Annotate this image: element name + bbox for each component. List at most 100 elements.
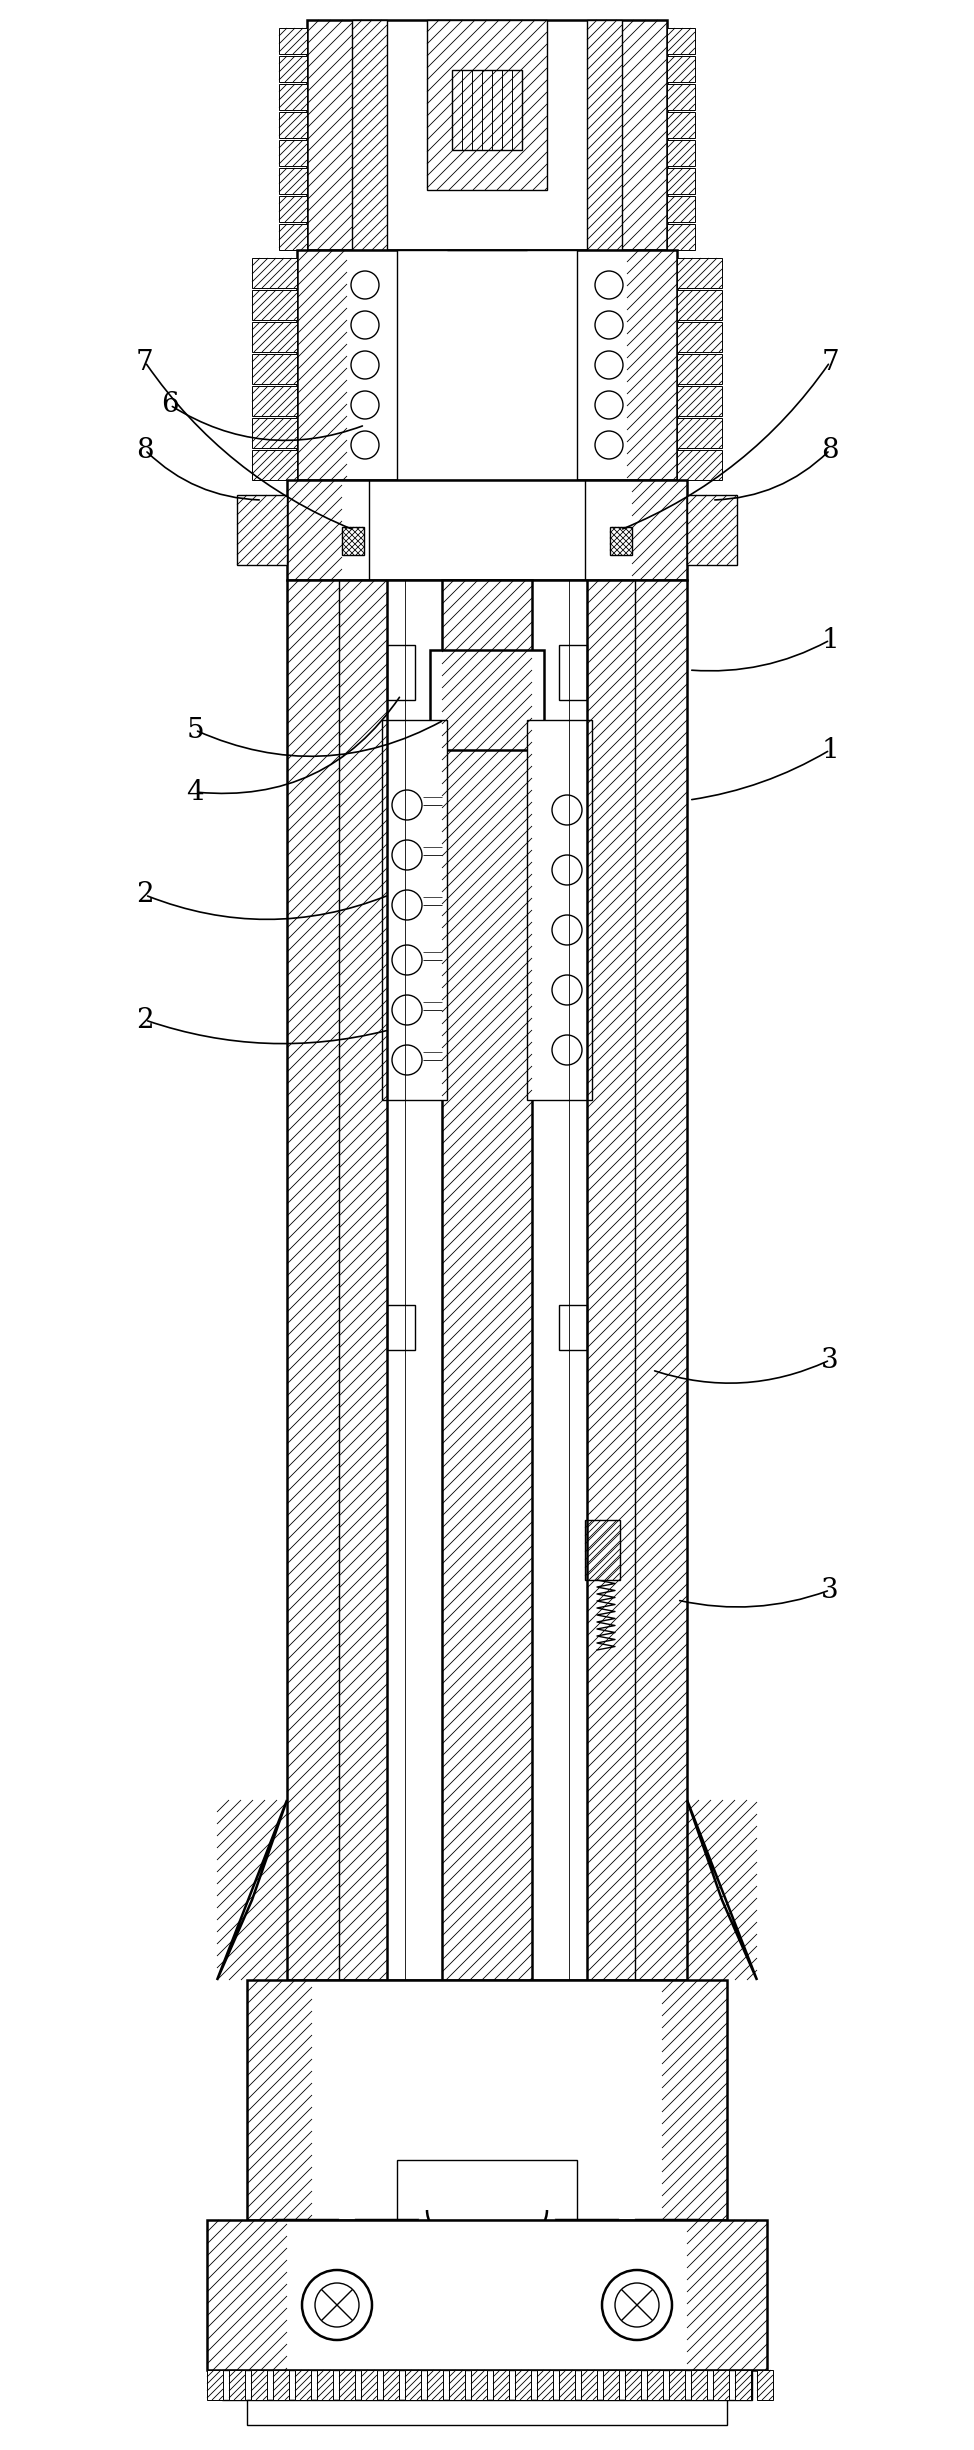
Bar [757,2369,773,2401]
Bar [361,2369,377,2401]
Bar [295,2369,311,2401]
Bar [237,495,287,566]
Bar [667,113,695,137]
Circle shape [302,2271,372,2340]
Polygon shape [637,2220,697,2271]
Bar [279,27,307,54]
Text: 8: 8 [821,436,839,463]
Text: 7: 7 [136,348,154,375]
Polygon shape [557,2220,617,2271]
Polygon shape [357,2220,417,2271]
Bar [273,2369,289,2401]
Bar [667,56,695,81]
Bar [677,387,722,417]
Text: 6: 6 [161,392,179,419]
Bar [287,581,687,1980]
Bar [559,1306,587,1350]
Bar [430,649,544,750]
Text: 7: 7 [821,348,839,375]
Bar [251,2369,267,2401]
Bar [559,644,587,701]
Bar [252,321,297,353]
Bar [667,140,695,167]
Text: 3: 3 [821,1575,839,1602]
Bar [427,2369,443,2401]
Polygon shape [217,1801,287,1980]
Polygon shape [687,1801,757,1980]
Text: 4: 4 [186,779,204,806]
Bar [247,1980,727,2220]
Bar [387,644,415,701]
Text: 8: 8 [136,436,154,463]
Bar [471,2369,487,2401]
Bar [207,2220,767,2369]
Bar [677,321,722,353]
Bar [297,250,677,480]
Bar [229,2369,245,2401]
Bar [279,223,307,250]
Bar [610,527,632,556]
Bar [687,495,737,566]
Bar [677,289,722,321]
Bar [387,1306,415,1350]
Bar [449,2369,465,2401]
Bar [677,419,722,448]
Bar [279,140,307,167]
Bar [382,720,447,1100]
Bar [307,20,667,250]
Bar [279,196,307,223]
Bar [279,169,307,194]
Bar [252,387,297,417]
Bar [279,56,307,81]
Bar [691,2369,707,2401]
Bar [342,527,364,556]
Bar [452,71,522,149]
Bar [352,20,387,250]
Text: 1: 1 [821,627,839,654]
Bar [279,113,307,137]
Bar [562,909,587,951]
Circle shape [602,2271,672,2340]
Bar [625,2369,641,2401]
Bar [405,2369,421,2401]
Bar [397,250,577,480]
Bar [339,2369,355,2401]
Bar [677,353,722,385]
Bar [252,451,297,480]
Bar [279,83,307,110]
Bar [667,83,695,110]
Bar [559,2369,575,2401]
Bar [647,2369,663,2401]
Bar [585,1519,620,1580]
Bar [667,27,695,54]
Bar [397,2161,577,2220]
Bar [677,257,722,289]
Bar [252,353,297,385]
Bar [252,257,297,289]
Bar [317,2369,333,2401]
Bar [667,223,695,250]
Bar [207,2369,223,2401]
Bar [493,2369,509,2401]
Bar [442,581,532,1980]
Bar [287,480,687,581]
Bar [252,289,297,321]
Bar [387,909,412,951]
Bar [247,2401,727,2426]
Bar [735,2369,751,2401]
Bar [427,20,547,191]
Bar [713,2369,729,2401]
Bar [383,2369,399,2401]
Polygon shape [277,2220,337,2271]
Text: 2: 2 [136,882,154,909]
Bar [515,2369,531,2401]
Bar [537,2369,553,2401]
Bar [667,169,695,194]
Bar [222,2369,752,2401]
Bar [587,20,622,250]
Bar [252,419,297,448]
Bar [677,451,722,480]
Text: 2: 2 [136,1007,154,1034]
Text: 5: 5 [186,715,204,742]
Bar [669,2369,685,2401]
